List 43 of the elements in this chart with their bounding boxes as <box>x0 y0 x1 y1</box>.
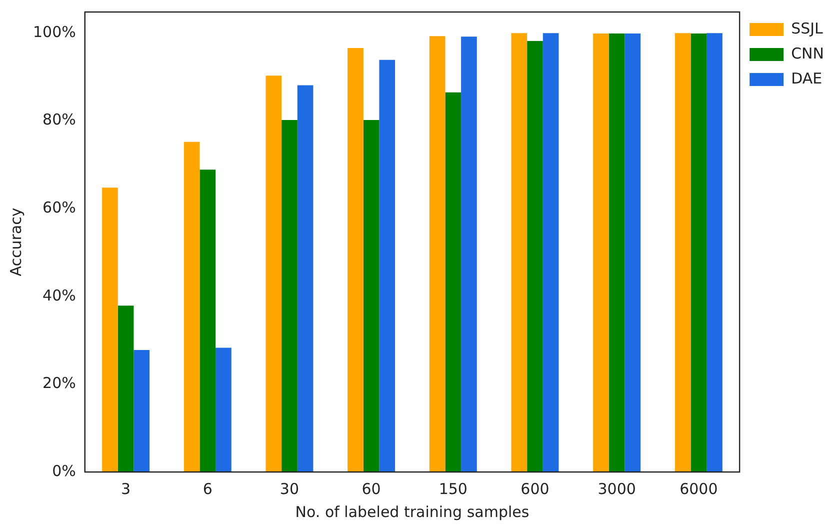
bar <box>445 92 462 472</box>
bar <box>527 40 543 472</box>
y-tick-label: 80% <box>42 110 76 129</box>
bar <box>363 120 380 472</box>
legend-label: CNN <box>791 44 824 62</box>
bar <box>200 170 216 472</box>
bar <box>282 120 298 472</box>
bar <box>118 306 134 472</box>
y-tick-label: 100% <box>32 22 76 41</box>
bar <box>461 36 477 472</box>
bar <box>542 33 559 472</box>
bar <box>674 33 691 472</box>
bar <box>511 33 528 472</box>
bar <box>216 348 232 472</box>
y-tick-label: 20% <box>42 374 76 392</box>
y-tick-label: 60% <box>42 198 76 217</box>
bar <box>348 48 364 472</box>
x-tick-label: 3 <box>121 480 131 498</box>
x-tick-label: 30 <box>280 480 300 498</box>
bar <box>690 34 707 472</box>
bar <box>608 34 625 472</box>
bar <box>429 36 446 472</box>
bar <box>624 34 641 472</box>
bar <box>379 60 396 472</box>
x-tick-label: 150 <box>438 480 468 498</box>
legend-label: SSJL <box>791 19 824 38</box>
x-tick-label: 3000 <box>598 480 636 498</box>
bar <box>102 188 118 472</box>
x-tick-label: 600 <box>520 480 550 498</box>
x-tick-label: 60 <box>362 480 381 498</box>
x-tick-label: 6 <box>202 480 212 498</box>
y-tick-label: 40% <box>42 286 76 304</box>
bar <box>593 34 609 472</box>
bar <box>184 142 200 472</box>
bar <box>266 76 282 472</box>
y-tick-label: 0% <box>52 462 76 480</box>
bar <box>134 350 150 472</box>
x-axis-title: No. of labeled training samples <box>295 502 530 521</box>
legend-label: DAE <box>791 69 822 88</box>
bar <box>297 85 314 472</box>
bar <box>706 33 722 472</box>
x-tick-label: 6000 <box>680 480 718 498</box>
y-axis-title: Accuracy <box>6 208 25 276</box>
